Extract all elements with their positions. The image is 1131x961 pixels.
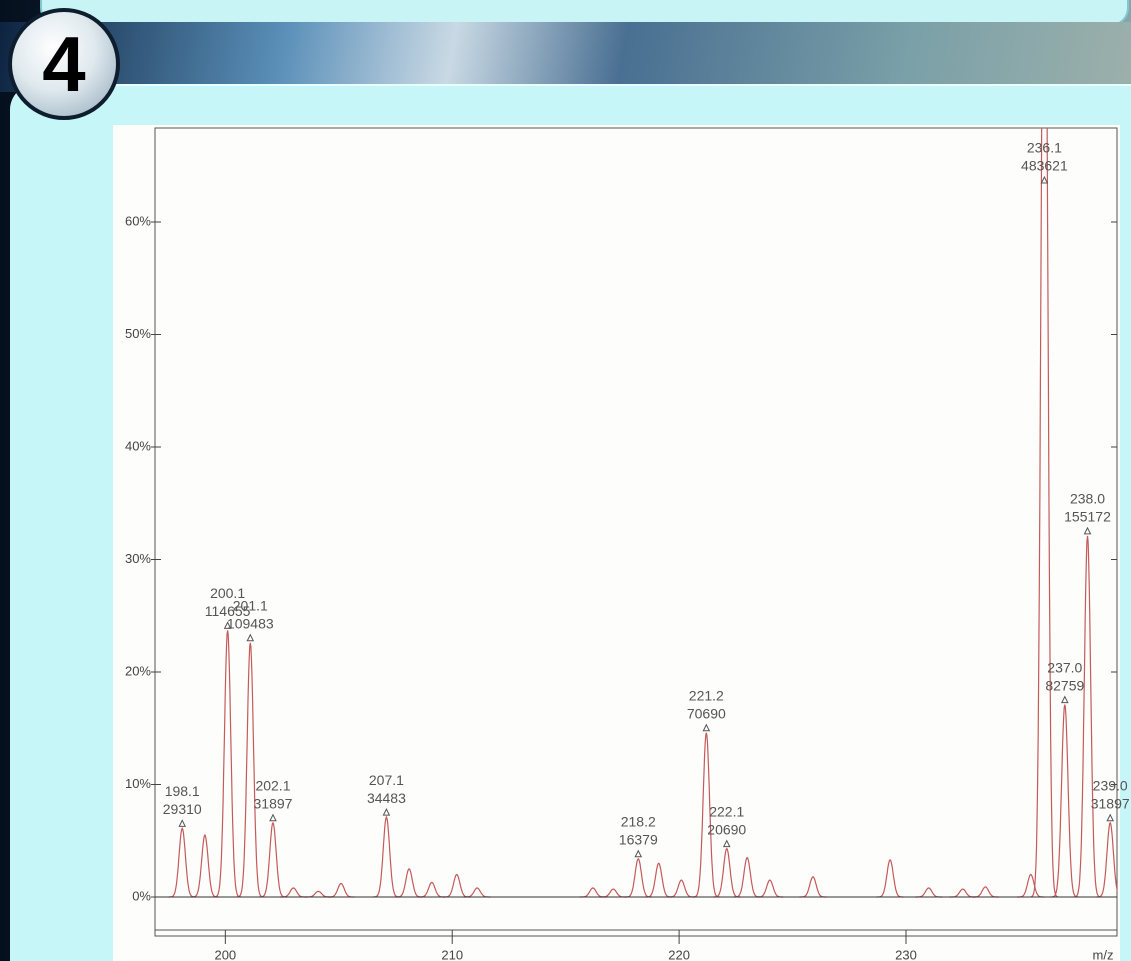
peak-intensity-label: 20690 [707,821,746,837]
peak-mz-label: 221.2 [689,687,724,703]
x-tick-label: 200 [214,947,236,961]
peak-mz-label: 198.1 [165,783,200,799]
peak-intensity-label: 109483 [227,615,274,631]
peak-mz-label: 201.1 [233,597,268,613]
peak-intensity-label: 29310 [163,801,202,817]
x-tick-label: 230 [895,947,917,961]
peak-intensity-label: 16379 [619,831,658,847]
y-tick-label: 40% [125,438,151,453]
peak-intensity-label: 70690 [687,705,726,721]
chart: m/z 0% 10% 20% 30% 40% 50% 60% 200 210 220 230 198.… [0,0,1131,961]
y-tick-label: 0% [132,888,151,903]
peak-intensity-label: 34483 [367,790,406,806]
peak-mz-label: 202.1 [255,777,290,793]
y-tick-label: 20% [125,663,151,678]
peak-intensity-label: 31897 [1091,795,1130,811]
peak-mz-label: 218.2 [621,813,656,829]
peak-mz-label: 207.1 [369,772,404,788]
peak-mz-label: 237.0 [1047,659,1082,675]
peak-intensity-label: 31897 [254,795,293,811]
x-tick-label: 220 [668,947,690,961]
slide: 4 m/z 0%10%20%30%40%50%60%20021022023019… [0,0,1131,961]
chart-paper [113,125,1120,961]
x-axis-label: m/z [1093,947,1114,961]
peak-mz-label: 222.1 [709,803,744,819]
y-tick-label: 60% [125,213,151,228]
peak-mz-label: 239.0 [1093,777,1128,793]
peak-intensity-label: 483621 [1021,158,1068,174]
y-tick-label: 10% [125,776,151,791]
y-tick-label: 50% [125,326,151,341]
y-tick-label: 30% [125,551,151,566]
peak-mz-label: 236.1 [1027,140,1062,156]
peak-mz-label: 238.0 [1070,491,1105,507]
peak-intensity-label: 155172 [1064,509,1111,525]
peak-intensity-label: 82759 [1045,677,1084,693]
x-tick-label: 210 [441,947,463,961]
